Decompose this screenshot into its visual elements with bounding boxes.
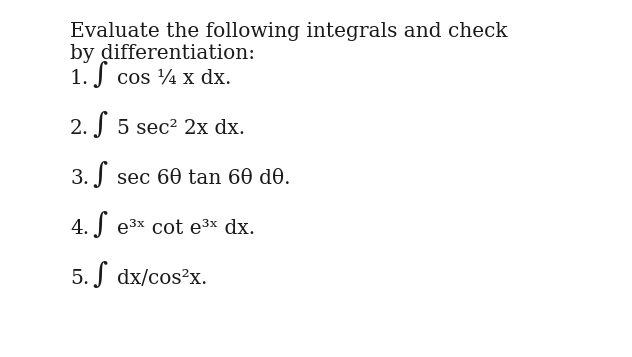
Text: dx/cos²x.: dx/cos²x. xyxy=(117,268,207,287)
Text: by differentiation:: by differentiation: xyxy=(70,44,255,63)
Text: ∫: ∫ xyxy=(92,161,107,189)
Text: 2.: 2. xyxy=(70,119,89,137)
Text: ∫: ∫ xyxy=(92,111,107,139)
Text: sec 6θ tan 6θ dθ.: sec 6θ tan 6θ dθ. xyxy=(117,169,291,187)
Text: 4.: 4. xyxy=(70,218,89,237)
Text: cos ¼ x dx.: cos ¼ x dx. xyxy=(117,69,231,87)
Text: Evaluate the following integrals and check: Evaluate the following integrals and che… xyxy=(70,22,507,41)
Text: 3.: 3. xyxy=(70,169,89,187)
Text: 1.: 1. xyxy=(70,69,89,87)
Text: e³ˣ cot e³ˣ dx.: e³ˣ cot e³ˣ dx. xyxy=(117,218,255,237)
Text: 5.: 5. xyxy=(70,268,89,287)
Text: ∫: ∫ xyxy=(92,261,107,289)
Text: 5 sec² 2x dx.: 5 sec² 2x dx. xyxy=(117,119,245,137)
Text: ∫: ∫ xyxy=(92,211,107,239)
Text: ∫: ∫ xyxy=(92,61,107,89)
